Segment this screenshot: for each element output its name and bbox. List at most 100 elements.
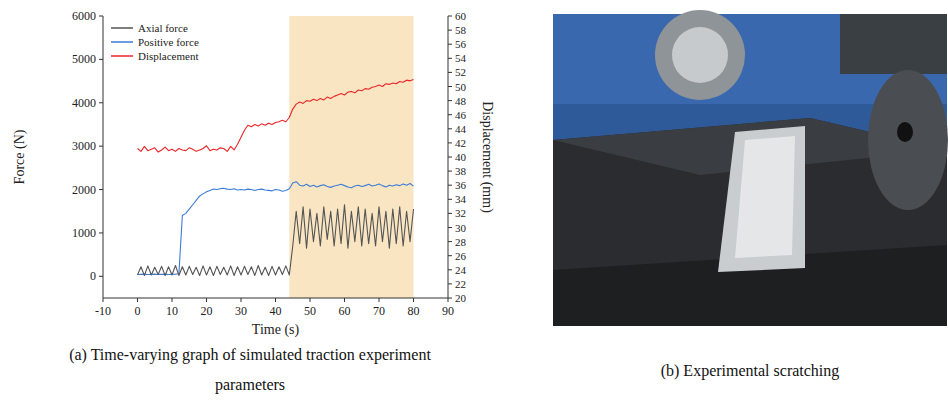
y2-axis-title: Displacement (mm)	[479, 101, 495, 213]
x-tick	[344, 298, 345, 302]
photo	[553, 10, 948, 326]
y2-tick-label: 34	[455, 193, 467, 205]
y-tick	[99, 59, 103, 60]
y-tick-label: 2000	[72, 183, 96, 197]
x-tick-label: 30	[235, 304, 247, 318]
legend-swatch	[111, 41, 133, 43]
y-tick	[99, 16, 103, 17]
x-tick-label: 40	[270, 304, 282, 318]
photo-scratch	[718, 126, 805, 272]
y-tick	[99, 276, 103, 277]
y2-tick	[448, 128, 452, 129]
x-tick-label: 20	[201, 304, 213, 318]
y2-tick-label: 56	[455, 38, 467, 50]
y2-tick-label: 46	[455, 109, 467, 121]
y2-tick-label: 52	[455, 66, 466, 78]
x-tick-label: 80	[408, 304, 420, 318]
legend-label: Displacement	[138, 50, 198, 62]
x-tick	[241, 298, 242, 302]
x-tick	[172, 298, 173, 302]
y2-tick-label: 30	[455, 222, 467, 234]
series-line	[138, 205, 414, 276]
x-tick	[379, 298, 380, 302]
photo-spindle-face	[672, 27, 728, 83]
y2-tick	[448, 58, 452, 59]
y2-tick	[448, 114, 452, 115]
y-axis-title: Force (N)	[12, 129, 28, 184]
legend-label: Axial force	[138, 22, 188, 34]
series-line	[138, 182, 414, 275]
y2-tick	[448, 269, 452, 270]
y2-tick	[448, 241, 452, 242]
y-tick	[99, 232, 103, 233]
legend: Axial force Positive force Displacement	[108, 20, 218, 66]
y2-tick	[448, 199, 452, 200]
y-tick-label: 1000	[72, 226, 96, 240]
y2-tick-label: 36	[455, 179, 467, 191]
y-axis-line	[103, 16, 104, 298]
legend-box	[108, 20, 218, 66]
y2-tick-label: 58	[455, 24, 467, 36]
y2-tick-label: 42	[455, 137, 466, 149]
x-tick-label: 90	[442, 304, 454, 318]
y2-tick-label: 60	[455, 10, 467, 22]
y2-tick-label: 50	[455, 81, 467, 93]
legend-label: Positive force	[138, 36, 199, 48]
y-tick-label: 6000	[72, 9, 96, 23]
y-tick-label: 3000	[72, 139, 96, 153]
x-tick	[413, 298, 414, 302]
y-tick	[99, 189, 103, 190]
x-tick	[448, 298, 449, 302]
y2-tick	[448, 44, 452, 45]
x-tick	[103, 298, 104, 302]
y-tick-label: 0	[90, 269, 96, 283]
highlight-region	[289, 16, 413, 298]
legend-swatch	[111, 55, 133, 57]
x-tick-label: 10	[166, 304, 178, 318]
caption: (b) Experimental scratching	[661, 362, 840, 380]
y-tick	[99, 146, 103, 147]
y2-tick-label: 32	[455, 207, 466, 219]
y2-tick-label: 40	[455, 151, 467, 163]
x-tick-label: 70	[373, 304, 385, 318]
x-tick-label: 50	[304, 304, 316, 318]
y-tick-label: 4000	[72, 96, 96, 110]
y2-tick-label: 54	[455, 52, 467, 64]
y2-tick-label: 20	[455, 292, 467, 304]
x-tick	[310, 298, 311, 302]
y2-tick-label: 22	[455, 278, 466, 290]
caption-line: parameters	[215, 376, 285, 394]
y2-tick-label: 26	[455, 250, 467, 262]
photo-indenter	[868, 70, 948, 210]
photo-scratch-highlight	[735, 136, 795, 258]
caption: (a) Time-varying graph of simulated trac…	[69, 346, 431, 394]
y2-tick	[448, 157, 452, 158]
y2-tick	[448, 213, 452, 214]
x-tick-label: 0	[135, 304, 141, 318]
x-axis-title: Time (s)	[252, 322, 300, 338]
y2-tick	[448, 255, 452, 256]
legend-swatch	[111, 27, 133, 29]
y2-tick	[448, 283, 452, 284]
y2-tick	[448, 298, 452, 299]
y2-tick	[448, 30, 452, 31]
y2-tick-label: 24	[455, 264, 467, 276]
photo-indenter-hole	[897, 122, 913, 142]
y2-tick	[448, 142, 452, 143]
y-tick	[99, 102, 103, 103]
y2-tick	[448, 16, 452, 17]
plot-area	[138, 16, 414, 298]
x-tick	[137, 298, 138, 302]
photo-background	[553, 14, 947, 326]
y2-tick	[448, 171, 452, 172]
y2-tick-label: 28	[455, 236, 467, 248]
y2-tick	[448, 86, 452, 87]
y2-tick	[448, 72, 452, 73]
x-tick-label: 60	[339, 304, 351, 318]
x-tick-label: -10	[95, 304, 111, 318]
figure: -10 0 10 20 30 40 50 60 70 80 90 0 1000 2000 3000 4000 5…	[0, 0, 948, 412]
y-tick-label: 5000	[72, 52, 96, 66]
series-line	[138, 79, 414, 152]
y2-tick	[448, 185, 452, 186]
y2-tick	[448, 227, 452, 228]
